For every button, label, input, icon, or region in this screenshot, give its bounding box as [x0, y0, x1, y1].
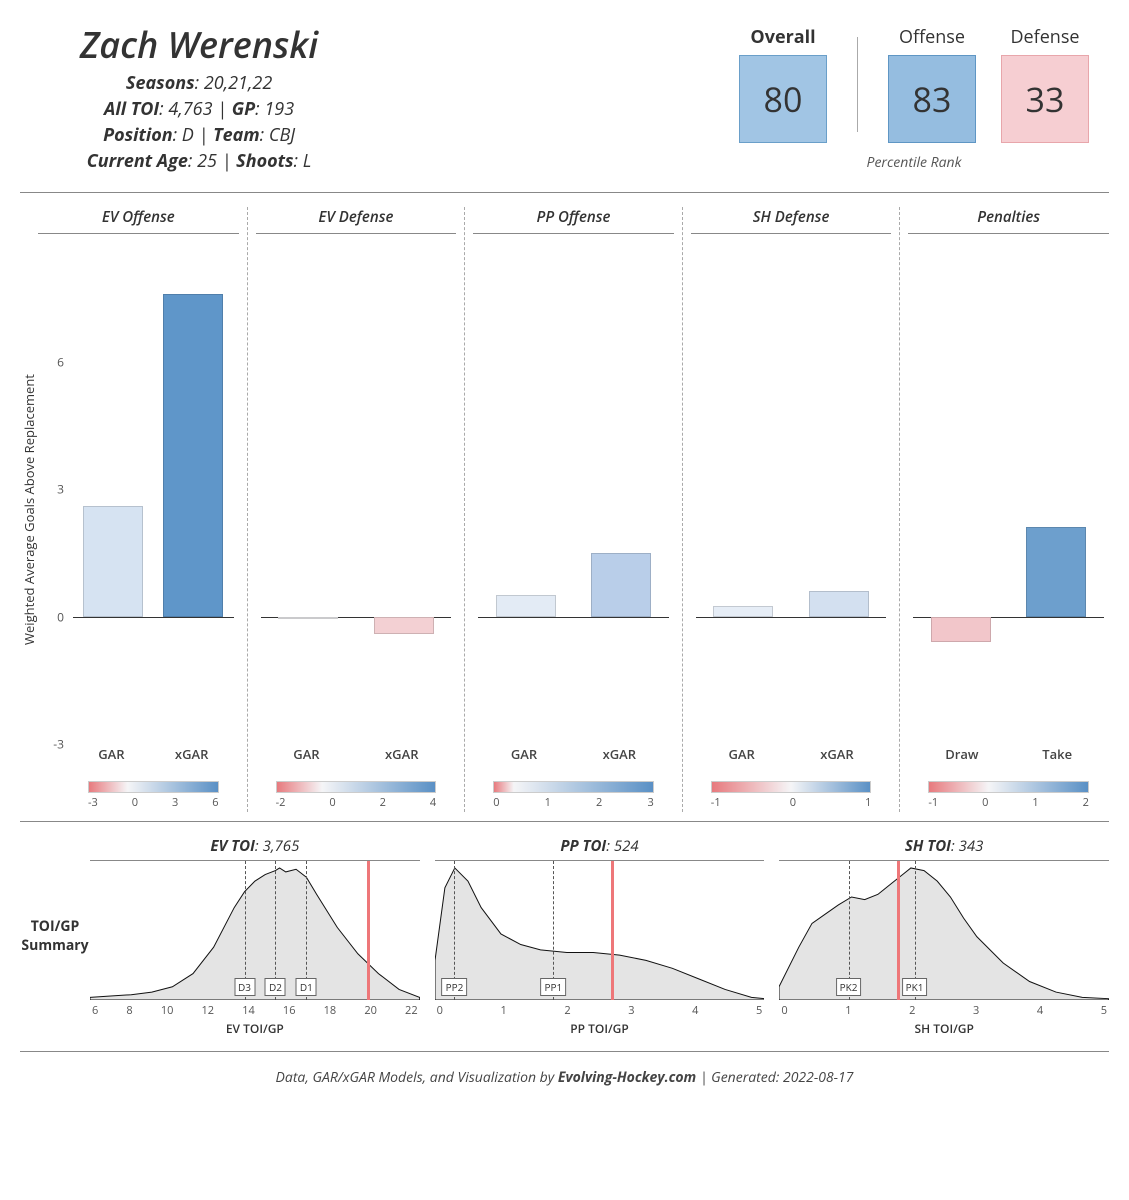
- bar-panel-1: EV DefenseGARxGAR-2024: [256, 207, 466, 812]
- toi-guide-label: PK1: [902, 978, 928, 996]
- panel-title: Penalties: [908, 207, 1109, 227]
- toi-panel-0: EV TOI: 3,765D3D2D16810121416182022EV TO…: [90, 836, 420, 1037]
- panel-title: PP Offense: [473, 207, 674, 227]
- bar: [278, 617, 338, 619]
- bar-chart-section: Weighted Average Goals Above Replacement…: [20, 197, 1109, 817]
- bar: [1026, 527, 1086, 616]
- toi-xtitle: SH TOI/GP: [779, 1020, 1109, 1037]
- bar-panels: EV Offense-3036GARxGAR-3036EV DefenseGAR…: [38, 207, 1109, 812]
- panel-title: SH Defense: [691, 207, 892, 227]
- toi-title: PP TOI: 524: [435, 836, 765, 856]
- toi-guide-label: D3: [234, 978, 255, 996]
- toi-guide-label: PP1: [540, 978, 566, 996]
- bar: [83, 506, 143, 617]
- section-divider-3: [20, 1051, 1109, 1052]
- panel-title: EV Offense: [38, 207, 239, 227]
- section-divider-2: [20, 821, 1109, 822]
- toi-panel-2: SH TOI: 343PK2PK1012345SH TOI/GP: [779, 836, 1109, 1037]
- toi-player-line: [367, 861, 370, 1000]
- toi-plot: D3 D2 D1: [90, 860, 420, 1000]
- player-name: Zach Werenski: [80, 20, 318, 69]
- pct-divider: [857, 37, 858, 132]
- bar-panel-4: PenaltiesDrawTake-1012: [908, 207, 1109, 812]
- bar: [163, 294, 223, 617]
- pct-offense: Offense 83: [888, 25, 976, 143]
- pct-defense-box: 33: [1001, 55, 1089, 143]
- bar: [713, 606, 773, 617]
- age-shoots-line: Current Age: 25 | Shoots: L: [80, 149, 318, 173]
- toi-plot: PK2 PK1: [779, 860, 1109, 1000]
- toi-guide-label: PP2: [442, 978, 468, 996]
- toi-xtitle: PP TOI/GP: [435, 1020, 765, 1037]
- footer: Data, GAR/xGAR Models, and Visualization…: [20, 1056, 1109, 1092]
- toi-player-line: [611, 861, 614, 1000]
- plot-area: GARxGAR: [473, 233, 674, 763]
- pos-team-line: Position: D | Team: CBJ: [80, 123, 318, 147]
- toi-gp-line: All TOI: 4,763 | GP: 193: [80, 97, 318, 121]
- plot-area: DrawTake: [908, 233, 1109, 763]
- toi-title: EV TOI: 3,765: [90, 836, 420, 856]
- pct-sublabel: Percentile Rank: [739, 153, 1089, 172]
- bar-panel-0: EV Offense-3036GARxGAR-3036: [38, 207, 248, 812]
- bar: [591, 553, 651, 617]
- toi-player-line: [897, 861, 900, 1000]
- pct-defense: Defense 33: [1001, 25, 1089, 143]
- header-block: Zach Werenski Seasons: 20,21,22 All TOI:…: [20, 10, 1109, 188]
- bar-panel-2: PP OffenseGARxGAR0123: [473, 207, 683, 812]
- y-axis-label: Weighted Average Goals Above Replacement: [20, 207, 38, 812]
- plot-area: GARxGAR: [256, 233, 457, 763]
- bar: [809, 591, 869, 617]
- bar: [496, 595, 556, 616]
- plot-area: -3036GARxGAR: [38, 233, 239, 763]
- seasons-line: Seasons: 20,21,22: [80, 71, 318, 95]
- panel-title: EV Defense: [256, 207, 457, 227]
- toi-panels: EV TOI: 3,765D3D2D16810121416182022EV TO…: [90, 836, 1109, 1037]
- toi-plot: PP2 PP1: [435, 860, 765, 1000]
- bar: [374, 617, 434, 634]
- pct-overall-box: 80: [739, 55, 827, 143]
- percentile-block: Overall 80 Offense 83 Defense 33 Percent…: [739, 20, 1089, 172]
- player-info: Zach Werenski Seasons: 20,21,22 All TOI:…: [80, 20, 318, 173]
- toi-panel-1: PP TOI: 524PP2PP1012345PP TOI/GP: [435, 836, 765, 1037]
- pct-overall: Overall 80: [739, 25, 827, 143]
- toi-title: SH TOI: 343: [779, 836, 1109, 856]
- toi-section: TOI/GPSummary EV TOI: 3,765D3D2D16810121…: [20, 826, 1109, 1047]
- toi-guide-label: D1: [296, 978, 317, 996]
- section-divider-1: [20, 192, 1109, 193]
- bar-panel-3: SH DefenseGARxGAR-101: [691, 207, 901, 812]
- toi-section-label: TOI/GPSummary: [20, 918, 90, 954]
- toi-guide-label: D2: [265, 978, 286, 996]
- plot-area: GARxGAR: [691, 233, 892, 763]
- toi-xtitle: EV TOI/GP: [90, 1020, 420, 1037]
- pct-offense-box: 83: [888, 55, 976, 143]
- bar: [931, 617, 991, 643]
- toi-guide-label: PK2: [836, 978, 862, 996]
